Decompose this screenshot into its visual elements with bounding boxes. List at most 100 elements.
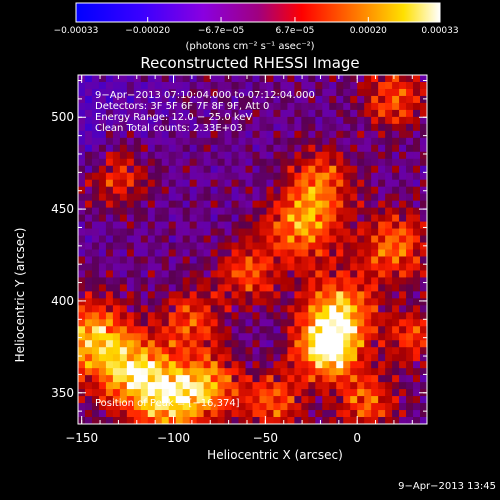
heatmap-cell	[287, 88, 295, 97]
heatmap-cell	[399, 214, 407, 222]
heatmap-cell	[105, 158, 114, 167]
heatmap-cell	[168, 270, 177, 278]
heatmap-cell	[133, 130, 142, 139]
heatmap-cell	[336, 270, 344, 278]
heatmap-cell	[217, 263, 225, 271]
heatmap-cell	[140, 214, 149, 222]
heatmap-cell	[147, 102, 156, 111]
heatmap-cell	[189, 270, 198, 278]
heatmap-cell	[245, 151, 253, 160]
heatmap-cell	[84, 305, 93, 313]
heatmap-cell	[203, 151, 212, 160]
heatmap-cell	[287, 403, 295, 411]
heatmap-cell	[308, 109, 316, 118]
heatmap-cell	[371, 186, 379, 195]
heatmap-cell	[238, 193, 246, 202]
heatmap-cell	[287, 291, 295, 299]
heatmap-cell	[175, 95, 184, 104]
heatmap-cell	[154, 109, 163, 118]
heatmap-cell	[84, 130, 93, 139]
heatmap-cell	[161, 368, 170, 376]
heatmap-cell	[133, 340, 142, 348]
heatmap-cell	[308, 221, 316, 229]
heatmap-cell	[322, 312, 330, 320]
heatmap-cell	[406, 123, 414, 132]
heatmap-cell	[238, 235, 246, 243]
heatmap-cell	[126, 270, 135, 278]
heatmap-cell	[343, 396, 351, 404]
heatmap-cell	[399, 410, 407, 418]
heatmap-cell	[231, 263, 239, 271]
heatmap-cell	[98, 361, 107, 369]
heatmap-cell	[182, 382, 191, 390]
heatmap-cell	[357, 291, 365, 299]
heatmap-cell	[280, 277, 288, 285]
heatmap-cell	[182, 172, 191, 181]
heatmap-cell	[112, 284, 121, 292]
heatmap-cell	[287, 200, 295, 209]
heatmap-cell	[147, 382, 156, 390]
heatmap-cell	[294, 298, 302, 306]
heatmap-cell	[420, 151, 428, 160]
heatmap-cell	[287, 298, 295, 306]
heatmap-cell	[301, 340, 309, 348]
heatmap-cell	[203, 221, 212, 229]
heatmap-cell	[112, 256, 121, 264]
heatmap-cell	[329, 403, 337, 411]
heatmap-cell	[322, 326, 330, 334]
heatmap-cell	[203, 200, 212, 209]
heatmap-cell	[175, 417, 184, 425]
heatmap-cell	[336, 193, 344, 202]
heatmap-cell	[315, 158, 323, 167]
heatmap-cell	[343, 123, 351, 132]
heatmap-cell	[126, 417, 135, 425]
heatmap-cell	[84, 256, 93, 264]
heatmap-cell	[287, 270, 295, 278]
time-range-text: 9−Apr−2013 07:10:04.000 to 07:12:04.000	[95, 90, 315, 101]
heatmap-cell	[238, 319, 246, 327]
heatmap-cell	[350, 249, 358, 257]
heatmap-cell	[196, 242, 205, 250]
energy-range-text: Energy Range: 12.0 − 25.0 keV	[95, 112, 253, 123]
heatmap-cell	[224, 270, 232, 278]
heatmap-cell	[154, 326, 163, 334]
heatmap-cell	[168, 410, 177, 418]
heatmap-cell	[91, 200, 100, 209]
heatmap-cell	[245, 396, 253, 404]
heatmap-cell	[182, 305, 191, 313]
heatmap-cell	[266, 305, 274, 313]
heatmap-cell	[182, 200, 191, 209]
heatmap-cell	[385, 137, 393, 146]
heatmap-cell	[392, 186, 400, 195]
heatmap-cell	[392, 256, 400, 264]
heatmap-cell	[413, 186, 421, 195]
heatmap-cell	[378, 186, 386, 195]
heatmap-cell	[350, 221, 358, 229]
heatmap-cell	[203, 417, 212, 425]
heatmap-cell	[126, 137, 135, 146]
heatmap-cell	[140, 186, 149, 195]
heatmap-cell	[161, 81, 170, 90]
heatmap-cell	[112, 116, 121, 125]
heatmap-cell	[385, 158, 393, 167]
heatmap-cell	[315, 221, 323, 229]
heatmap-cell	[364, 256, 372, 264]
heatmap-cell	[266, 95, 274, 104]
heatmap-cell	[252, 312, 260, 320]
heatmap-cell	[133, 305, 142, 313]
heatmap-cell	[98, 270, 107, 278]
heatmap-cell	[259, 389, 267, 397]
heatmap-cell	[336, 109, 344, 118]
heatmap-cell	[259, 249, 267, 257]
heatmap-cell	[392, 75, 400, 83]
heatmap-cell	[175, 347, 184, 355]
detectors-text: Detectors: 3F 5F 6F 7F 8F 9F, Att 0	[95, 101, 270, 112]
heatmap-cell	[140, 242, 149, 250]
heatmap-cell	[182, 228, 191, 236]
heatmap-cell	[371, 242, 379, 250]
heatmap-cell	[154, 284, 163, 292]
heatmap-cell	[224, 172, 232, 181]
heatmap-cell	[210, 396, 218, 404]
heatmap-cell	[140, 130, 149, 139]
heatmap-cell	[175, 277, 184, 285]
